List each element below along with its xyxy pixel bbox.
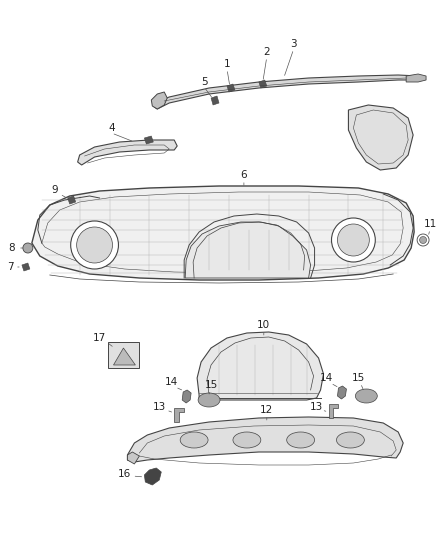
Text: 7: 7 — [7, 262, 13, 272]
Ellipse shape — [355, 389, 377, 403]
Circle shape — [77, 227, 113, 263]
Text: 4: 4 — [108, 123, 115, 133]
Text: 15: 15 — [205, 380, 218, 390]
Ellipse shape — [287, 432, 314, 448]
Text: 17: 17 — [93, 333, 106, 343]
Polygon shape — [127, 452, 139, 464]
Polygon shape — [337, 386, 346, 399]
Polygon shape — [259, 80, 267, 88]
Text: 12: 12 — [260, 405, 273, 415]
Text: 15: 15 — [352, 373, 365, 383]
Polygon shape — [348, 105, 413, 170]
Circle shape — [23, 243, 33, 253]
Polygon shape — [68, 196, 76, 204]
Text: 6: 6 — [240, 170, 247, 180]
Polygon shape — [328, 404, 339, 418]
Text: 9: 9 — [51, 185, 58, 195]
Text: 14: 14 — [320, 373, 333, 383]
Circle shape — [337, 224, 369, 256]
Ellipse shape — [198, 393, 220, 407]
Polygon shape — [406, 74, 426, 82]
Text: 14: 14 — [165, 377, 178, 387]
Polygon shape — [154, 75, 418, 109]
Ellipse shape — [233, 432, 261, 448]
Text: 1: 1 — [224, 59, 230, 69]
Text: 16: 16 — [118, 469, 131, 479]
Text: 13: 13 — [310, 402, 323, 412]
Polygon shape — [127, 417, 403, 462]
Polygon shape — [145, 468, 161, 485]
Polygon shape — [227, 84, 235, 92]
Polygon shape — [182, 390, 191, 403]
Circle shape — [71, 221, 118, 269]
Polygon shape — [151, 92, 167, 109]
Polygon shape — [78, 140, 177, 165]
Polygon shape — [113, 348, 135, 365]
Text: 8: 8 — [9, 243, 15, 253]
Text: 3: 3 — [290, 39, 297, 49]
Polygon shape — [197, 332, 324, 400]
Ellipse shape — [180, 432, 208, 448]
Polygon shape — [145, 136, 153, 144]
Polygon shape — [211, 96, 219, 105]
Circle shape — [420, 237, 427, 244]
Circle shape — [417, 234, 429, 246]
Ellipse shape — [336, 432, 364, 448]
Polygon shape — [22, 263, 30, 271]
Text: 10: 10 — [257, 320, 270, 330]
Polygon shape — [107, 342, 139, 368]
Text: 2: 2 — [264, 47, 270, 57]
Polygon shape — [174, 408, 184, 422]
Text: 13: 13 — [153, 402, 166, 412]
Polygon shape — [32, 186, 414, 280]
Circle shape — [332, 218, 375, 262]
Polygon shape — [185, 222, 311, 278]
Text: 5: 5 — [201, 77, 207, 87]
Text: 11: 11 — [424, 219, 437, 229]
